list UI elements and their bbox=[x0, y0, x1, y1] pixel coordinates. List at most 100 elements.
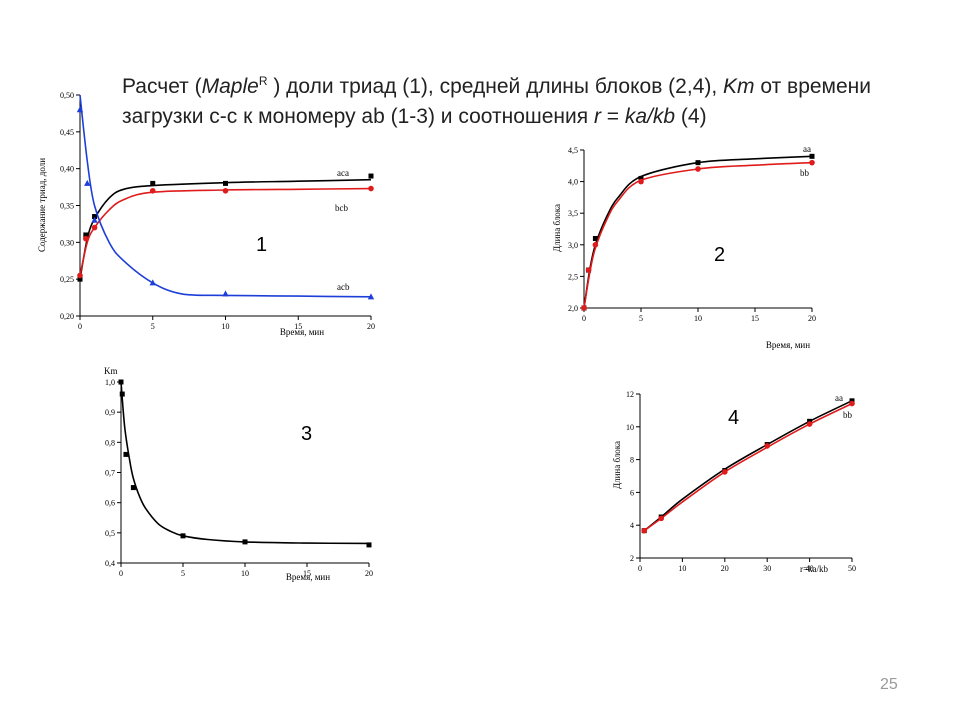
x-tick-label: 10 bbox=[222, 322, 230, 331]
data-point-bcb bbox=[222, 187, 229, 194]
data-point-bb bbox=[592, 242, 599, 248]
y-tick-label: 0,6 bbox=[105, 499, 115, 508]
panel-label-2: 2 bbox=[714, 244, 726, 266]
series-line-bb bbox=[643, 402, 853, 532]
series-label-bb: bb bbox=[800, 168, 810, 178]
x-tick-label: 5 bbox=[181, 569, 185, 578]
y-tick-label: 4,0 bbox=[568, 178, 578, 187]
y-axis-label: Длина блока bbox=[612, 441, 622, 489]
slide-title: Расчет (MapleR ) доли триад (1), средней… bbox=[122, 74, 871, 128]
y-tick-label: 2,0 bbox=[568, 304, 578, 313]
y-tick-label: 3,5 bbox=[568, 209, 578, 218]
data-point-acb bbox=[84, 179, 91, 186]
panel-label-4: 4 bbox=[728, 407, 740, 429]
chart-block-length-time: 0 5 10 15 20 2,0 2,5 3,0 3,5 4,0 4,5 Время, мин Длин… bbox=[552, 144, 816, 350]
y-tick-label: 0,50 bbox=[60, 91, 74, 100]
data-point-aca bbox=[77, 276, 83, 282]
x-axis-label: Время, мин bbox=[280, 327, 324, 337]
series-label-acb: acb bbox=[337, 282, 350, 292]
x-tick-label: 10 bbox=[694, 314, 702, 323]
data-point-acb bbox=[91, 216, 98, 223]
data-point-aa bbox=[809, 153, 815, 159]
data-point-aca bbox=[92, 214, 98, 220]
data-point-acb bbox=[76, 106, 84, 113]
data-point-series-0 bbox=[130, 485, 136, 491]
page-number: 25 bbox=[880, 676, 898, 693]
x-tick-label: 10 bbox=[241, 569, 249, 578]
data-point-series-0 bbox=[119, 391, 125, 397]
panel-label-3: 3 bbox=[301, 423, 313, 445]
data-point-bcb bbox=[83, 235, 89, 242]
series-line-acb bbox=[79, 94, 372, 298]
data-point-bb bbox=[806, 421, 813, 427]
data-point-bb bbox=[764, 443, 770, 449]
series-label-aa: aa bbox=[835, 393, 843, 403]
data-point-series-0 bbox=[123, 451, 129, 457]
y-tick-label: 4,5 bbox=[568, 146, 578, 155]
series-line-aa bbox=[643, 400, 853, 532]
x-tick-label: 40 bbox=[806, 564, 814, 573]
y-axis-label: Содержание триад, доли bbox=[37, 158, 47, 252]
x-tick-label: 5 bbox=[151, 322, 155, 331]
y-tick-label: 0,7 bbox=[105, 469, 115, 478]
x-tick-label: 5 bbox=[639, 314, 643, 323]
chart-block-length-ratio: 0 10 20 30 40 50 2 4 6 8 10 12 r=ka/kb Длина блока aab… bbox=[612, 390, 856, 574]
chart-triad-content: 0 5 10 15 20 0,20 0,25 0,30 0,35 0,40 0,45 0,50 Врем… bbox=[37, 91, 375, 337]
y-tick-label: 3,0 bbox=[568, 241, 578, 250]
y-tick-label: 0,5 bbox=[105, 529, 115, 538]
x-axis-label: r=ka/kb bbox=[800, 564, 829, 574]
x-tick-label: 20 bbox=[721, 564, 729, 573]
x-tick-label: 20 bbox=[367, 322, 375, 331]
x-tick-label: 50 bbox=[848, 564, 856, 573]
data-point-series-0 bbox=[242, 539, 248, 545]
x-tick-label: 15 bbox=[294, 322, 302, 331]
y-tick-label: 0,40 bbox=[60, 165, 74, 174]
x-axis-label: Время, мин bbox=[766, 340, 810, 350]
data-point-bb bbox=[585, 267, 592, 273]
y-tick-label: 0,25 bbox=[60, 275, 74, 284]
data-point-series-0 bbox=[118, 379, 124, 385]
data-point-aca bbox=[368, 173, 374, 179]
data-point-bcb bbox=[77, 272, 83, 279]
x-tick-label: 15 bbox=[303, 569, 311, 578]
chart-km-time: 0 5 10 15 20 0,4 0,5 0,6 0,7 0,8 0,9 1,0 Время, мин K… bbox=[104, 366, 373, 582]
y-tick-label: 6 bbox=[630, 488, 634, 497]
y-tick-label: 0,4 bbox=[105, 559, 115, 568]
y-tick-label: 1,0 bbox=[105, 378, 115, 387]
y-tick-label: 8 bbox=[630, 456, 634, 465]
data-point-bb bbox=[809, 159, 815, 166]
y-axis-label: Km bbox=[104, 366, 118, 376]
y-tick-label: 0,20 bbox=[60, 312, 74, 321]
data-point-aa bbox=[695, 160, 701, 166]
data-point-acb bbox=[367, 293, 375, 300]
data-point-aa bbox=[592, 235, 598, 241]
data-point-bb bbox=[638, 178, 644, 185]
x-tick-label: 0 bbox=[638, 564, 642, 573]
series-label-aa: aa bbox=[803, 144, 811, 154]
y-tick-label: 0,35 bbox=[60, 202, 74, 211]
data-point-series-0 bbox=[366, 542, 372, 548]
data-point-bb bbox=[658, 515, 664, 522]
y-tick-label: 12 bbox=[626, 390, 634, 399]
series-label-bcb: bcb bbox=[335, 203, 348, 213]
data-point-acb bbox=[149, 279, 156, 286]
x-tick-label: 20 bbox=[808, 314, 816, 323]
data-point-acb bbox=[222, 290, 229, 297]
panel-label-1: 1 bbox=[256, 234, 268, 256]
data-point-bcb bbox=[368, 185, 374, 192]
x-tick-label: 15 bbox=[751, 314, 759, 323]
y-axis-label: Длина блока bbox=[552, 204, 562, 252]
x-tick-label: 0 bbox=[78, 322, 82, 331]
series-label-aca: aca bbox=[337, 168, 349, 178]
series-line-series-0 bbox=[120, 381, 370, 545]
data-point-bb bbox=[695, 166, 701, 172]
x-tick-label: 30 bbox=[763, 564, 771, 573]
x-tick-label: 10 bbox=[678, 564, 686, 573]
series-label-bb: bb bbox=[843, 410, 853, 420]
series-line-aca bbox=[79, 178, 372, 280]
data-point-bb bbox=[581, 305, 587, 311]
data-point-bcb bbox=[91, 224, 98, 231]
data-point-bcb bbox=[149, 187, 156, 194]
data-point-bb bbox=[641, 527, 648, 534]
data-point-aa bbox=[638, 175, 644, 181]
